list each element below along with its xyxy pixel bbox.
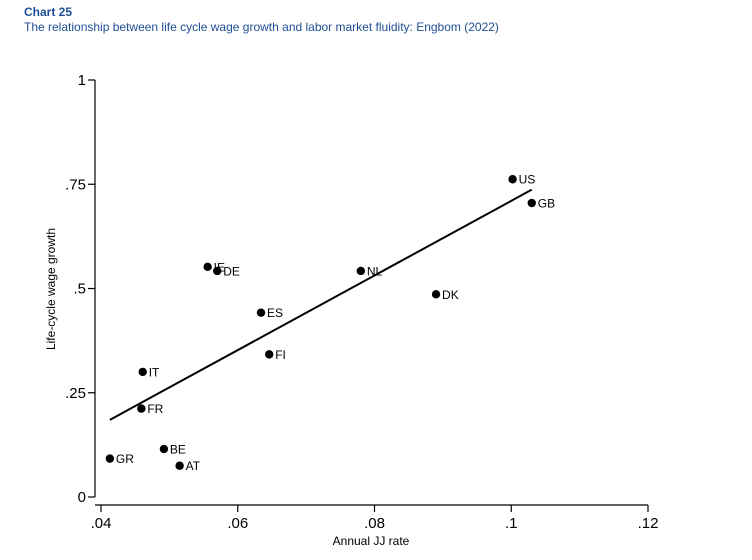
point-label-fi: FI [275,348,286,362]
point-fr [137,404,146,413]
x-axis-ticks: .04 .06 .08 .1 .12 [91,505,659,532]
point-es [256,308,266,317]
y-axis-title: Life-cycle wage growth [44,228,58,350]
x-tick-label: .06 [227,515,248,532]
point-label-dk: DK [442,288,459,302]
point-gb [527,198,536,208]
point-label-gr: GR [116,452,134,466]
x-tick-label: .08 [364,515,385,532]
point-de [213,266,222,276]
y-tick-label: .5 [73,281,86,298]
point-label-de: DE [223,264,240,278]
point-be [159,444,169,454]
chart-header: Chart 25 The relationship between life c… [24,5,499,35]
point-label-it: IT [149,365,160,379]
point-label-us: US [519,173,536,187]
x-tick-label: .04 [91,515,112,532]
point-fi [265,350,274,359]
point-us [508,175,517,184]
x-tick-label: .12 [638,515,659,532]
point-label-gb: GB [538,197,555,211]
fit-line [109,188,533,421]
chart-title: The relationship between life cycle wage… [24,20,499,34]
chart-number: Chart 25 [24,5,73,19]
y-tick-label: 1 [78,72,86,89]
point-ie [203,262,212,272]
point-label-at: AT [186,459,201,473]
point-dk [431,290,441,299]
point-it [138,367,147,377]
point-label-fr: FR [147,402,163,416]
y-axis-ticks: 0 .25 .5 .75 1 [65,72,95,506]
point-at [175,461,184,470]
y-tick-label: 0 [78,489,86,506]
x-tick-label: .1 [505,515,518,532]
point-label-be: BE [170,443,186,457]
y-tick-label: .75 [65,176,86,193]
point-label-es: ES [267,306,283,320]
x-axis-title: Annual JJ rate [333,534,410,548]
y-tick-label: .25 [65,385,86,402]
point-label-ie: IE [214,260,225,274]
point-label-nl: NL [367,264,383,278]
point-nl [356,266,366,276]
point-gr [105,454,115,463]
